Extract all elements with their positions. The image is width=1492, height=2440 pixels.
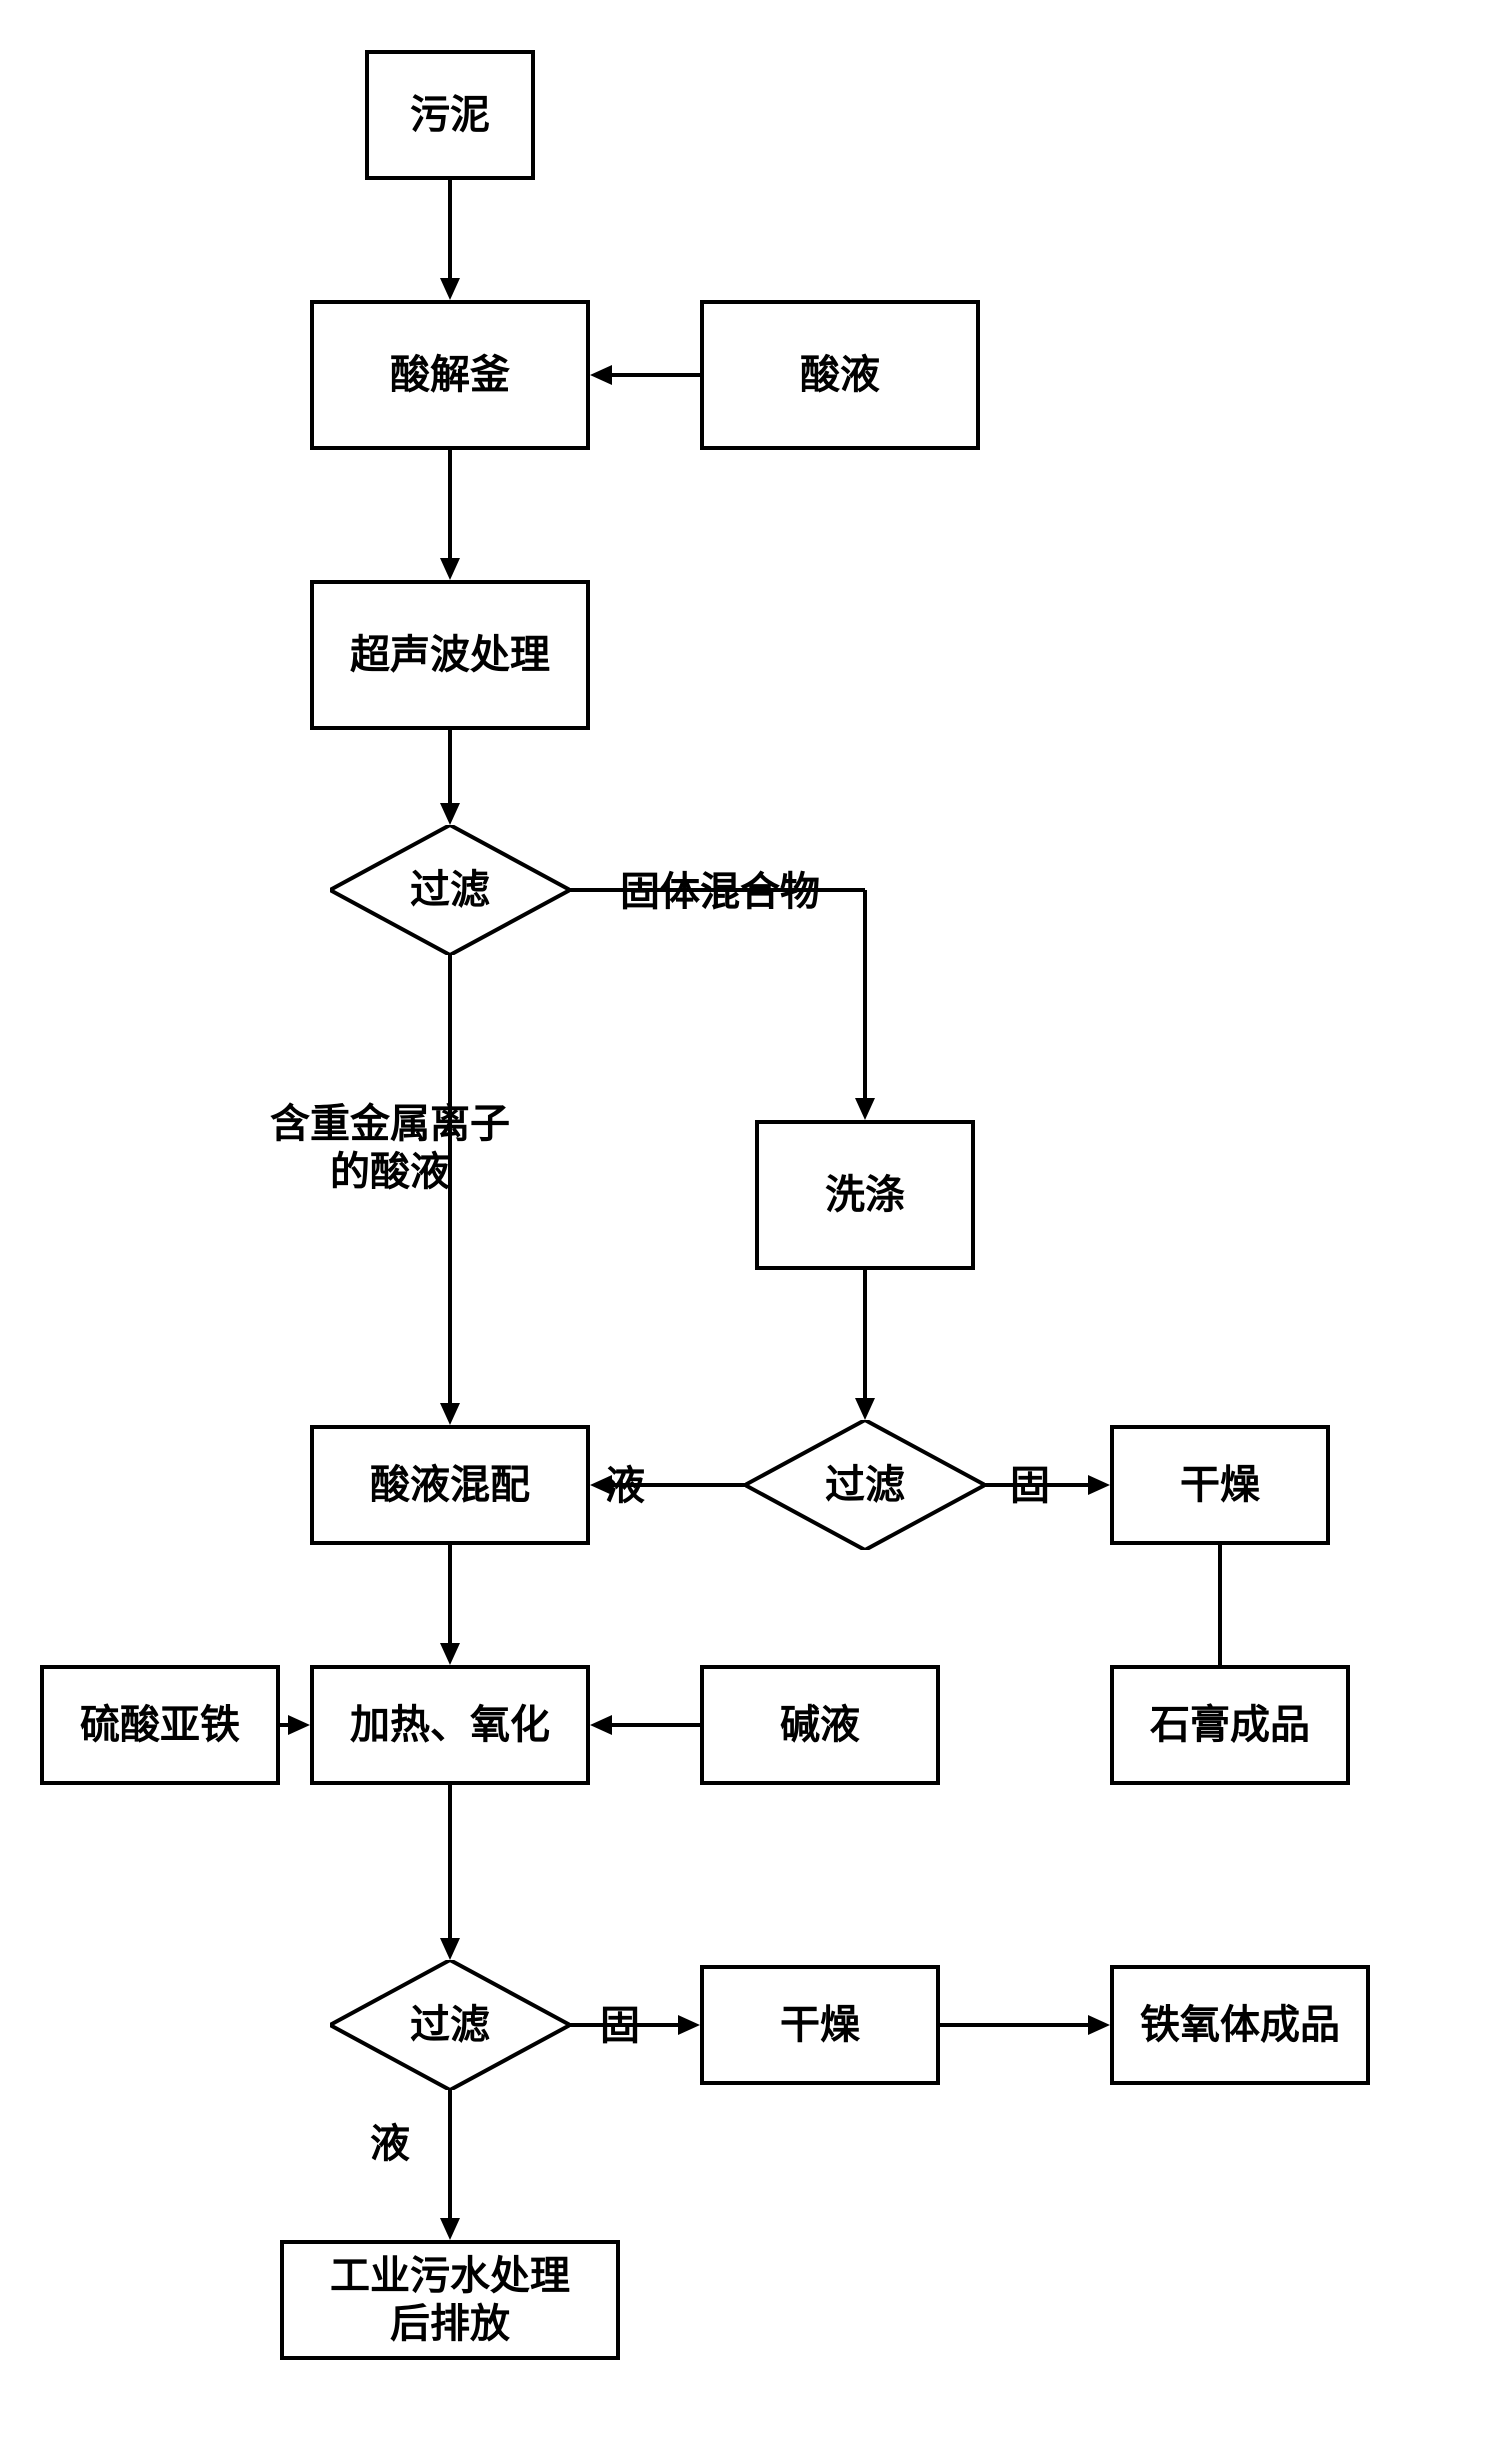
label-liquid1: 液	[605, 1462, 645, 1510]
box-ultrasonic: 超声波处理	[310, 580, 590, 730]
box-acid_tank: 酸解釜	[310, 300, 590, 450]
box-heat_ox: 加热、氧化	[310, 1665, 590, 1785]
diamond-label-filter1: 过滤	[410, 866, 490, 914]
box-alkali: 碱液	[700, 1665, 940, 1785]
diamond-label-filter2: 过滤	[825, 1461, 905, 1509]
box-dry1: 干燥	[1110, 1425, 1330, 1545]
box-acid_mix: 酸液混配	[310, 1425, 590, 1545]
box-wash: 洗涤	[755, 1120, 975, 1270]
diamond-filter3: 过滤	[330, 1960, 570, 2090]
box-wastewater: 工业污水处理 后排放	[280, 2240, 620, 2360]
flowchart-canvas: 污泥酸解釜酸液超声波处理洗涤酸液混配干燥硫酸亚铁加热、氧化碱液石膏成品干燥铁氧体…	[0, 0, 1492, 2440]
box-acid_liquid: 酸液	[700, 300, 980, 450]
box-dry2: 干燥	[700, 1965, 940, 2085]
box-ferrous: 硫酸亚铁	[40, 1665, 280, 1785]
label-heavy_metal: 含重金属离子 的酸液	[270, 1100, 510, 1196]
diamond-filter2: 过滤	[745, 1420, 985, 1550]
label-solid_mix: 固体混合物	[620, 868, 820, 916]
label-solid2: 固	[600, 2002, 640, 2050]
label-liquid2: 液	[370, 2120, 410, 2168]
diamond-label-filter3: 过滤	[410, 2001, 490, 2049]
box-gypsum: 石膏成品	[1110, 1665, 1350, 1785]
box-ferrite: 铁氧体成品	[1110, 1965, 1370, 2085]
box-sludge: 污泥	[365, 50, 535, 180]
label-solid1: 固	[1010, 1462, 1050, 1510]
diamond-filter1: 过滤	[330, 825, 570, 955]
